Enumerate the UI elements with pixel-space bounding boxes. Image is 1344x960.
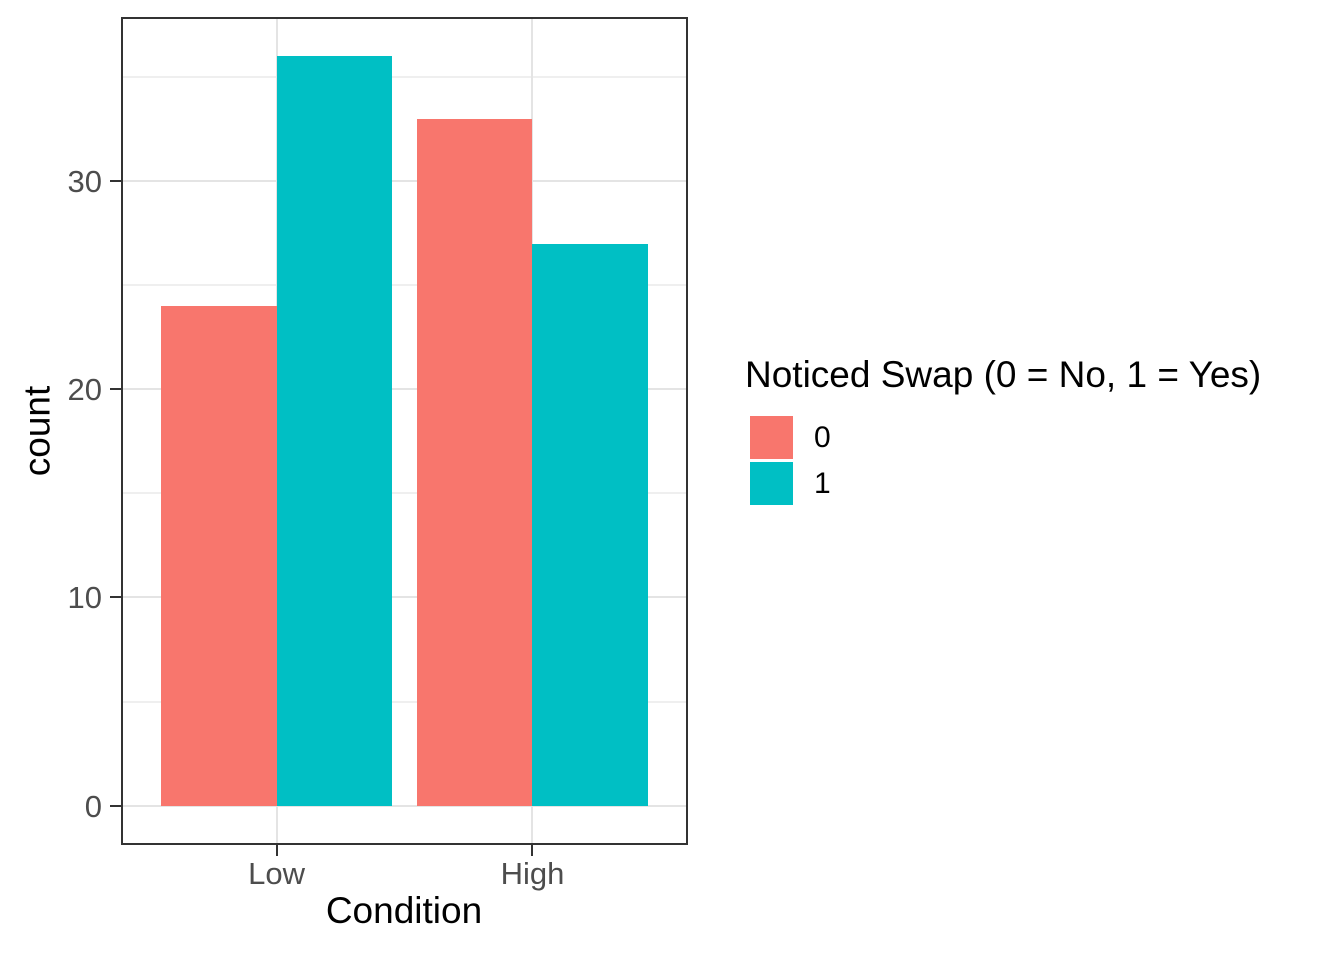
x-tick-label-low: Low — [248, 856, 305, 891]
bar-high-0 — [417, 118, 533, 806]
y-tick-mark-20 — [110, 388, 121, 391]
x-tick-label-high: High — [500, 856, 565, 891]
legend-entry-0: 0 — [750, 416, 1261, 459]
legend-key-swatch-1 — [750, 462, 793, 505]
y-tick-mark-30 — [110, 180, 121, 183]
legend-entry-label: 0 — [814, 421, 831, 454]
legend-title: Noticed Swap (0 = No, 1 = Yes) — [745, 354, 1262, 395]
plot-panel — [121, 17, 688, 845]
legend-entry-label: 1 — [814, 467, 831, 500]
gridline-minor-y-35 — [123, 76, 686, 79]
gridline-minor-y-25 — [123, 284, 686, 287]
bar-low-0 — [161, 306, 277, 806]
y-tick-mark-10 — [110, 596, 121, 599]
legend-entry-1: 1 — [750, 462, 1261, 505]
y-tick-label-20: 20 — [67, 372, 102, 408]
bar-low-1 — [276, 56, 392, 806]
legend-key-swatch-0 — [750, 416, 793, 459]
x-axis-title: Condition — [325, 890, 483, 931]
y-tick-mark-0 — [110, 804, 121, 807]
bar-high-1 — [532, 243, 648, 806]
gridline-minor-y-15 — [123, 492, 686, 495]
gridline-major-y-20 — [123, 388, 686, 391]
y-tick-label-0: 0 — [84, 788, 102, 824]
gridline-major-y-30 — [123, 180, 686, 183]
y-tick-label-30: 30 — [67, 164, 102, 200]
gridline-minor-y-5 — [123, 700, 686, 703]
gridline-major-y-10 — [123, 596, 686, 599]
y-tick-label-10: 10 — [67, 580, 102, 616]
x-tick-mark-high — [531, 845, 534, 856]
x-tick-mark-low — [275, 845, 278, 856]
gridline-major-y-0 — [123, 804, 686, 807]
